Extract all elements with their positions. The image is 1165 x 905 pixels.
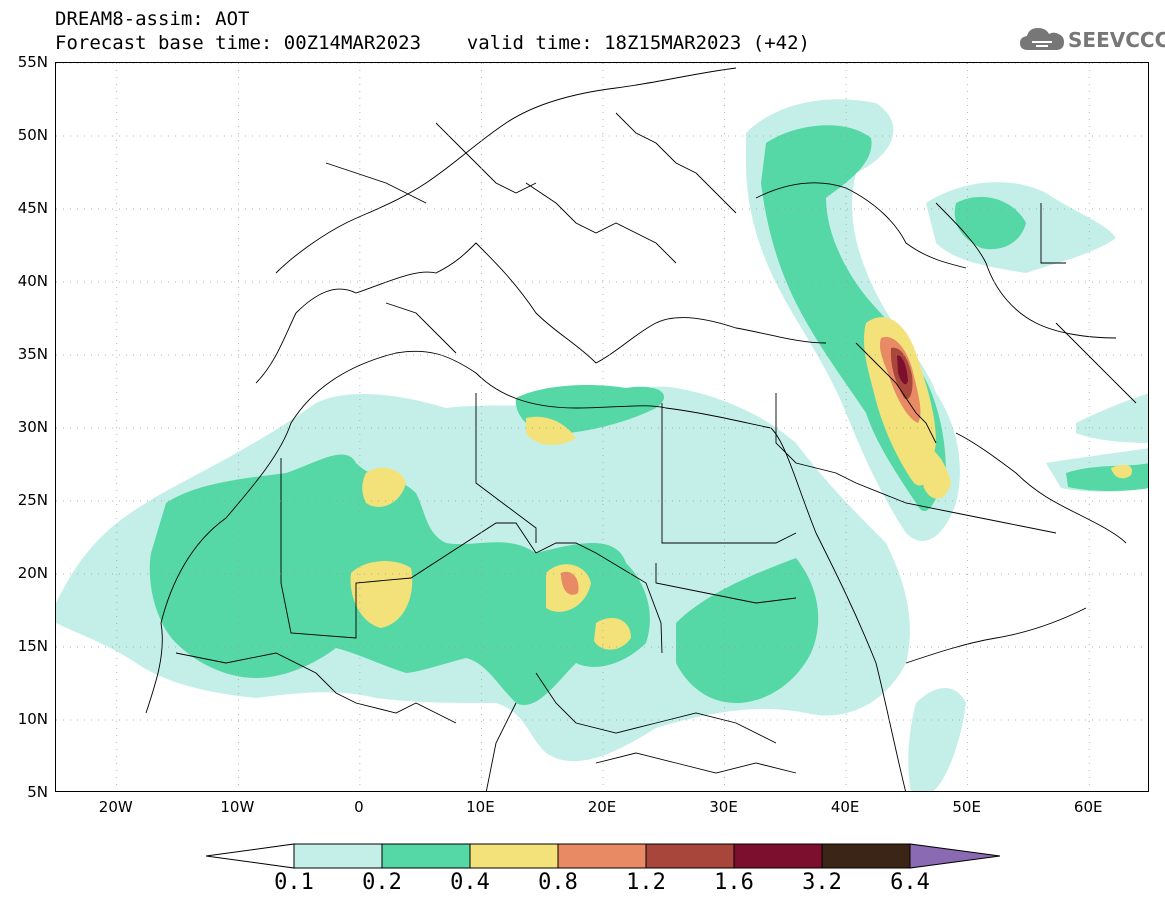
lon-label: 40E — [830, 798, 860, 816]
lat-label: 30N — [17, 418, 48, 436]
lat-label: 20N — [17, 564, 48, 582]
graticule — [56, 63, 1148, 791]
colorbar-label: 0.1 — [274, 870, 314, 895]
aot-shading — [56, 99, 1148, 791]
title-line-2: Forecast base time: 00Z14MAR2023 valid t… — [55, 32, 810, 54]
cloud-icon — [1020, 28, 1064, 50]
lat-label: 55N — [17, 53, 48, 71]
lon-label: 30E — [709, 798, 738, 816]
colorbar-segment — [645, 843, 735, 869]
lat-label: 5N — [27, 783, 48, 801]
colorbar-label: 1.6 — [714, 870, 754, 895]
lat-label: 10N — [17, 710, 48, 728]
colorbar — [206, 843, 1000, 869]
country-borders — [145, 67, 1137, 791]
lon-label: 20W — [98, 798, 133, 816]
seevccc-logo: SEEVCCC — [1018, 24, 1165, 56]
lat-label: 15N — [17, 637, 48, 655]
colorbar-label: 0.2 — [362, 870, 402, 895]
lon-label: 20E — [587, 798, 617, 816]
lat-label: 40N — [17, 272, 48, 290]
colorbar-segment — [469, 843, 559, 869]
lon-label: 50E — [952, 798, 981, 816]
lat-label: 50N — [17, 126, 48, 144]
colorbar-label: 0.8 — [538, 870, 578, 895]
lat-label: 35N — [17, 345, 48, 363]
lat-label: 25N — [17, 491, 48, 509]
lon-label: 10W — [220, 798, 255, 816]
title-line-1: DREAM8-assim: AOT — [55, 8, 250, 30]
colorbar-label: 1.2 — [626, 870, 666, 895]
colorbar-segment — [206, 843, 295, 869]
logo-text: SEEVCCC — [1068, 28, 1165, 52]
colorbar-label: 3.2 — [802, 870, 842, 895]
colorbar-segment — [557, 843, 647, 869]
colorbar-label: 6.4 — [890, 870, 930, 895]
lon-label: 0 — [354, 798, 364, 816]
colorbar-label: 0.4 — [450, 870, 490, 895]
colorbar-segment — [909, 843, 1000, 869]
colorbar-segment — [733, 843, 823, 869]
lon-label: 60E — [1073, 798, 1103, 816]
aot-map — [55, 62, 1149, 792]
colorbar-segment — [381, 843, 471, 869]
colorbar-segment — [293, 843, 383, 869]
lat-label: 45N — [17, 199, 48, 217]
colorbar-segment — [821, 843, 911, 869]
lon-label: 10E — [466, 798, 495, 816]
